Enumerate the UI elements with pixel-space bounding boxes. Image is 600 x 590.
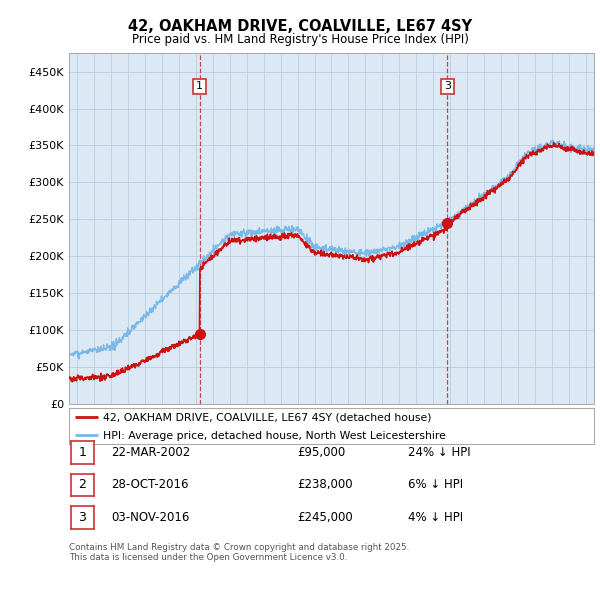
Text: Contains HM Land Registry data © Crown copyright and database right 2025.: Contains HM Land Registry data © Crown c… [69, 543, 409, 552]
Text: HPI: Average price, detached house, North West Leicestershire: HPI: Average price, detached house, Nort… [103, 431, 446, 441]
Text: 42, OAKHAM DRIVE, COALVILLE, LE67 4SY: 42, OAKHAM DRIVE, COALVILLE, LE67 4SY [128, 19, 472, 34]
Text: 4% ↓ HPI: 4% ↓ HPI [408, 511, 463, 524]
Text: 6% ↓ HPI: 6% ↓ HPI [408, 478, 463, 491]
Text: 3: 3 [78, 511, 86, 524]
Text: £245,000: £245,000 [297, 511, 353, 524]
Text: £95,000: £95,000 [297, 446, 345, 459]
Text: 1: 1 [78, 446, 86, 459]
Text: 03-NOV-2016: 03-NOV-2016 [111, 511, 190, 524]
Text: £238,000: £238,000 [297, 478, 353, 491]
Text: This data is licensed under the Open Government Licence v3.0.: This data is licensed under the Open Gov… [69, 553, 347, 562]
Text: 3: 3 [444, 81, 451, 91]
Text: 42, OAKHAM DRIVE, COALVILLE, LE67 4SY (detached house): 42, OAKHAM DRIVE, COALVILLE, LE67 4SY (d… [103, 413, 431, 423]
Text: Price paid vs. HM Land Registry's House Price Index (HPI): Price paid vs. HM Land Registry's House … [131, 33, 469, 46]
Text: 24% ↓ HPI: 24% ↓ HPI [408, 446, 470, 459]
Text: 28-OCT-2016: 28-OCT-2016 [111, 478, 188, 491]
Text: 22-MAR-2002: 22-MAR-2002 [111, 446, 190, 459]
Text: 1: 1 [196, 81, 203, 91]
Text: 2: 2 [78, 478, 86, 491]
